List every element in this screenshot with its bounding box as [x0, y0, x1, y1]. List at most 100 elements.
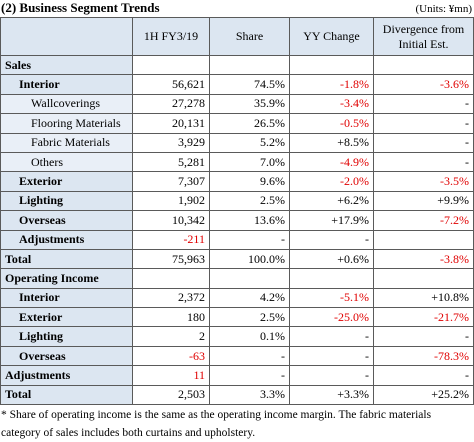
table-row: Adjustments 11- - -	[0, 365, 474, 386]
cell: -3.5%	[373, 171, 474, 192]
cell: -7.2%	[373, 210, 474, 231]
cell: 56,621	[132, 74, 210, 95]
row-label: Flooring Materials	[0, 113, 133, 134]
cell	[209, 268, 290, 289]
cell: 2.5%	[209, 190, 290, 212]
cell: +10.8%	[373, 287, 474, 309]
cell: 35.9%	[209, 93, 290, 115]
row-label: Lighting	[0, 326, 133, 347]
cell: -3.6%	[373, 74, 474, 95]
table-row: Overseas 10,342 13.6% +17.9% -7.2%	[0, 210, 474, 231]
table-row: Lighting 2 0.1% - -	[0, 326, 474, 347]
cell: -78.3%	[373, 345, 474, 367]
cell: -211	[132, 229, 210, 250]
cell: -	[209, 229, 290, 250]
table-row: Lighting 1,902 2.5% +6.2% +9.9%	[0, 190, 474, 212]
cell: -63	[132, 345, 210, 367]
table-row: Total 75,963 100.0% +0.6% -3.8%	[0, 248, 474, 270]
cell: +9.9%	[373, 190, 474, 212]
cell: 5,281	[132, 151, 210, 173]
cell: -5.1%	[289, 287, 374, 309]
row-label: Total	[0, 248, 133, 270]
cell: -1.8%	[289, 74, 374, 95]
cell: 2,372	[132, 287, 210, 309]
cell: 10,342	[132, 210, 210, 231]
cell	[132, 268, 210, 289]
cell: 7,307	[132, 171, 210, 192]
cell: 180	[132, 307, 210, 328]
cell: +8.5%	[289, 132, 374, 153]
cell: -	[373, 326, 474, 347]
cell: -	[289, 365, 374, 386]
column-header: 1H FY3/19	[132, 17, 210, 56]
cell: -	[373, 151, 474, 173]
table-row: Wallcoverings 27,278 35.9% -3.4% -	[0, 93, 474, 115]
cell: 5.2%	[209, 132, 290, 153]
cell: 3.3%	[209, 384, 290, 406]
header-row: 1H FY3/19 Share YY Change Divergence from I…	[0, 17, 474, 56]
row-label: Exterior	[0, 307, 133, 328]
column-header: Share	[209, 17, 290, 56]
row-label: Sales	[0, 54, 133, 76]
cell: 3,929	[132, 132, 210, 153]
row-label: Adjustments	[0, 229, 133, 250]
cell: 27,278	[132, 93, 210, 115]
cell: -2.0%	[289, 171, 374, 192]
row-label: Fabric Materials	[0, 132, 133, 153]
table-row: Others 5,281 7.0% -4.9% -	[0, 151, 474, 173]
cell: 0.1%	[209, 326, 290, 347]
cell: 9.6%	[209, 171, 290, 192]
cell: -0.5%	[289, 113, 374, 134]
row-label: Exterior	[0, 171, 133, 192]
cell: -	[209, 365, 290, 386]
cell: -	[373, 93, 474, 115]
cell: -4.9%	[289, 151, 374, 173]
cell: 1,902	[132, 190, 210, 212]
table-row: Interior 2,372 4.2% -5.1% +10.8%	[0, 287, 474, 309]
title: (2) Business Segment Trends	[1, 0, 160, 15]
cell: -	[289, 229, 374, 250]
row-label: Total	[0, 384, 133, 406]
cell: -	[209, 345, 290, 367]
cell	[289, 268, 374, 289]
cell: -	[373, 365, 474, 386]
cell: +17.9%	[289, 210, 374, 231]
header: (2) Business Segment Trends (Units: ¥mn)	[0, 0, 474, 17]
cell: +0.6%	[289, 248, 374, 270]
cell: -	[289, 345, 374, 367]
cell: 20,131	[132, 113, 210, 134]
table-row: Fabric Materials 3,929 5.2% +8.5% -	[0, 132, 474, 153]
table-row: Total 2,503 3.3% +3.3% +25.2%	[0, 384, 474, 406]
cell: -21.7%	[373, 307, 474, 328]
row-label: Others	[0, 151, 133, 173]
row-label: Adjustments	[0, 365, 133, 386]
cell: 74.5%	[209, 74, 290, 95]
table-row: Overseas -63- - -78.3%	[0, 345, 474, 367]
cell: -25.0%	[289, 307, 374, 328]
cell: 4.2%	[209, 287, 290, 309]
row-label: Lighting	[0, 190, 133, 212]
cell: -3.4%	[289, 93, 374, 115]
table-row: Flooring Materials 20,131 26.5% -0.5% -	[0, 113, 474, 134]
cell	[373, 54, 474, 76]
corner-cell	[0, 17, 133, 56]
cell: -3.8%	[373, 248, 474, 270]
cell: -	[373, 113, 474, 134]
row-label: Overseas	[0, 210, 133, 231]
units: (Units: ¥mn)	[415, 3, 472, 15]
cell: -	[289, 326, 374, 347]
cell: 11	[132, 365, 210, 386]
row-label: Operating Income	[0, 268, 133, 289]
column-header: Divergence from Initial Est.	[373, 17, 474, 56]
row-label: Interior	[0, 74, 133, 95]
row-label: Interior	[0, 287, 133, 309]
cell: 100.0%	[209, 248, 290, 270]
cell: 7.0%	[209, 151, 290, 173]
cell: 2	[132, 326, 210, 347]
cell	[132, 54, 210, 76]
cell	[373, 229, 474, 250]
cell: 2.5%	[209, 307, 290, 328]
cell: 13.6%	[209, 210, 290, 231]
table-row: Adjustments -211- -	[0, 229, 474, 250]
table-row: Exterior 180 2.5% -25.0% -21.7%	[0, 307, 474, 328]
